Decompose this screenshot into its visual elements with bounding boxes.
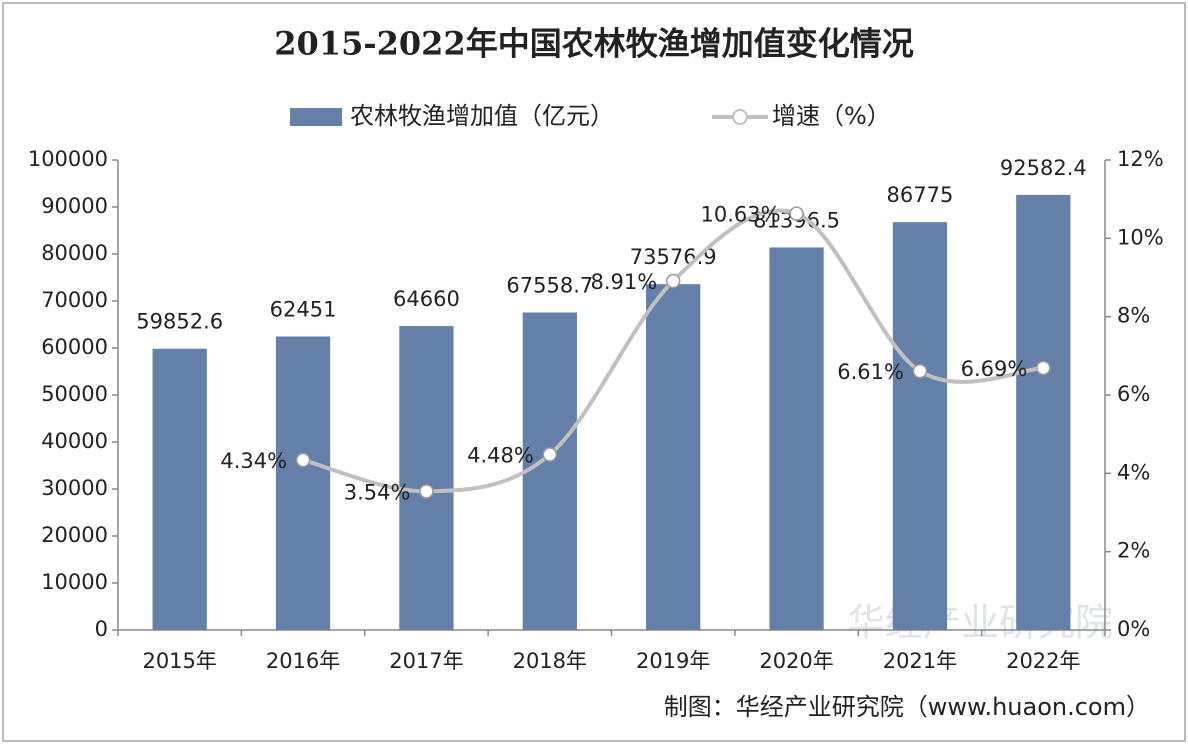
- growth-label: 10.63%: [700, 203, 780, 227]
- y2-tick-label: 0%: [1117, 617, 1150, 641]
- watermark: 华经产业研究院: [847, 601, 1113, 645]
- y-tick-label: 80000: [41, 241, 108, 265]
- bar-label: 92582.4: [1000, 156, 1087, 180]
- y2-tick-label: 2%: [1117, 539, 1150, 563]
- growth-label: 3.54%: [344, 480, 411, 504]
- y-tick-label: 50000: [41, 382, 108, 406]
- chart-title: 2015-2022年中国农林牧渔增加值变化情况: [274, 25, 913, 63]
- bar: [892, 222, 948, 630]
- legend-swatch: [290, 108, 342, 126]
- growth-label: 8.91%: [590, 270, 657, 294]
- x-tick-label: 2019年: [636, 649, 710, 673]
- y-tick-label: 40000: [41, 429, 108, 453]
- growth-label: 6.61%: [837, 360, 904, 384]
- growth-point: [665, 273, 681, 289]
- bar: [275, 336, 331, 630]
- y2-tick-label: 6%: [1117, 382, 1150, 406]
- bar-label: 64660: [393, 287, 460, 311]
- x-tick-label: 2022年: [1006, 649, 1080, 673]
- y-tick-label: 0: [95, 617, 108, 641]
- legend-label: 增速（%）: [772, 102, 891, 130]
- growth-label: 4.34%: [220, 449, 287, 473]
- x-tick-label: 2020年: [759, 649, 833, 673]
- bar-label: 86775: [887, 183, 954, 207]
- legend-marker: [732, 109, 748, 125]
- growth-point: [912, 363, 928, 379]
- y-tick-label: 60000: [41, 335, 108, 359]
- growth-label: 6.69%: [961, 357, 1028, 381]
- y2-tick-label: 12%: [1117, 147, 1164, 171]
- growth-point: [295, 452, 311, 468]
- bar: [646, 284, 701, 630]
- growth-point: [542, 447, 558, 462]
- x-tick-label: 2016年: [266, 649, 340, 673]
- bar-label: 62451: [270, 297, 337, 321]
- growth-point: [789, 206, 804, 221]
- y2-tick-label: 4%: [1117, 460, 1150, 484]
- y-tick-label: 10000: [41, 570, 108, 594]
- y-tick-label: 100000: [28, 147, 108, 171]
- bar-label: 73576.9: [630, 245, 717, 269]
- bar: [1016, 194, 1071, 630]
- growth-point: [419, 484, 434, 499]
- x-tick-label: 2017年: [389, 649, 463, 673]
- bar-label: 67558.7: [506, 273, 593, 297]
- y-tick-label: 30000: [41, 476, 108, 500]
- y-tick-label: 90000: [41, 194, 108, 218]
- bar: [152, 348, 207, 630]
- bar: [522, 312, 577, 630]
- source: 制图：华经产业研究院（www.huaon.com）: [664, 693, 1150, 721]
- bar-label: 59852.6: [136, 310, 223, 334]
- bar: [399, 326, 454, 630]
- y2-tick-label: 10%: [1117, 225, 1164, 249]
- growth-point: [1036, 360, 1051, 376]
- x-tick-label: 2018年: [513, 649, 587, 673]
- bar: [769, 247, 824, 630]
- y2-tick-label: 8%: [1117, 304, 1150, 328]
- growth-label: 4.48%: [467, 444, 534, 468]
- legend-label: 农林牧渔增加值（亿元）: [350, 102, 614, 130]
- x-tick-label: 2015年: [142, 649, 216, 673]
- y-tick-label: 70000: [41, 288, 108, 312]
- y-tick-label: 20000: [41, 523, 108, 547]
- x-tick-label: 2021年: [883, 649, 957, 673]
